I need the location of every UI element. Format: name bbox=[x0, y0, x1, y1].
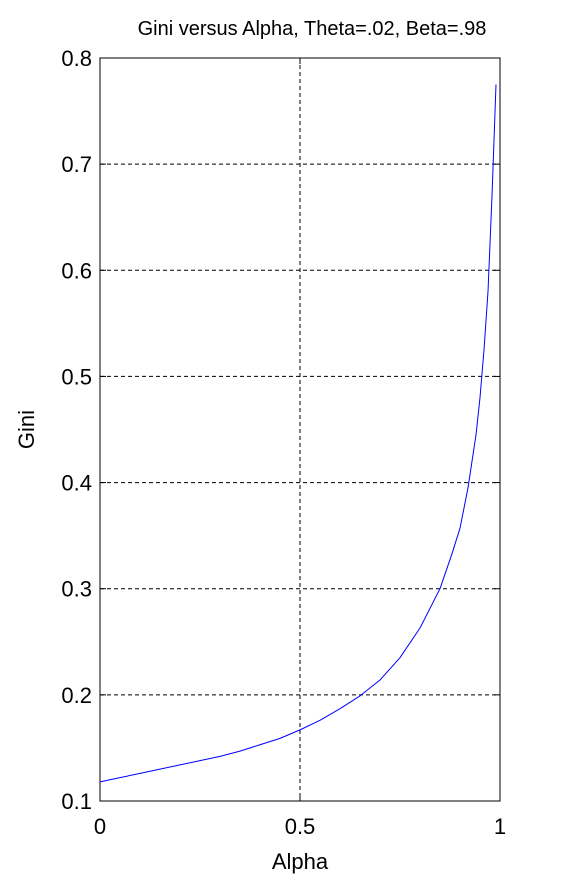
x-tick-label: 0 bbox=[94, 814, 106, 839]
y-axis-title: Gini bbox=[14, 410, 39, 449]
series-layer bbox=[99, 84, 497, 783]
y-tick-label: 0.4 bbox=[61, 471, 92, 496]
series-line-0 bbox=[99, 84, 497, 783]
y-tick-label: 0.5 bbox=[61, 364, 92, 389]
y-tick-labels: 0.1 0.2 0.3 0.4 0.5 0.6 0.7 0.8 bbox=[61, 46, 92, 814]
x-tick-labels: 0 0.5 1 bbox=[94, 814, 506, 839]
x-tick-label: 1 bbox=[494, 814, 506, 839]
y-tick-label: 0.2 bbox=[61, 683, 92, 708]
grid-lines bbox=[100, 58, 500, 801]
y-tick-label: 0.3 bbox=[61, 577, 92, 602]
y-tick-label: 0.6 bbox=[61, 258, 92, 283]
y-tick-label: 0.7 bbox=[61, 152, 92, 177]
chart-title: Gini versus Alpha, Theta=.02, Beta=.98 bbox=[138, 18, 487, 40]
axis-ticks bbox=[99, 57, 501, 802]
x-tick-label: 0.5 bbox=[285, 814, 316, 839]
y-tick-label: 0.1 bbox=[61, 789, 92, 814]
y-tick-label: 0.8 bbox=[61, 46, 92, 71]
x-axis-title: Alpha bbox=[272, 849, 329, 874]
